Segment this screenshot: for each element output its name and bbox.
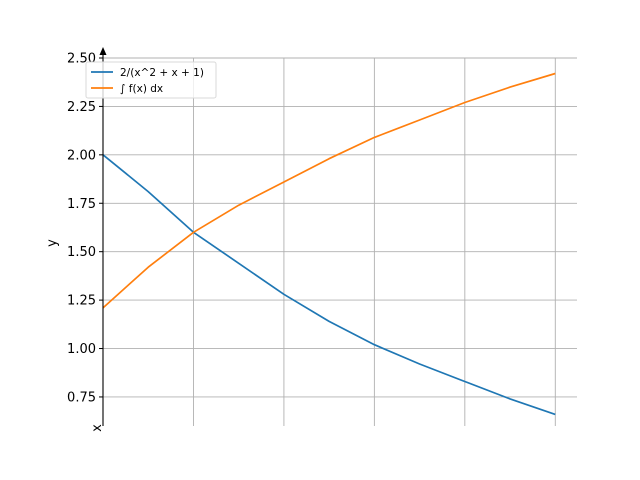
series-line-1 bbox=[102, 72, 556, 309]
legend-box bbox=[85, 61, 217, 99]
legend-entry-1: ∫ f(x) dx bbox=[120, 83, 163, 95]
y-tick-label-0: 0.75 bbox=[67, 390, 96, 405]
x-axis-label: x bbox=[90, 424, 105, 432]
y-tick-label-5: 2.00 bbox=[67, 148, 96, 163]
series-lines bbox=[102, 72, 556, 416]
axes bbox=[99, 47, 107, 426]
y-tick-label-2: 1.25 bbox=[67, 294, 96, 309]
y-ticks: 0.751.001.251.501.752.002.252.50 bbox=[67, 52, 103, 405]
y-axis-label: y bbox=[45, 239, 60, 247]
series-line-0 bbox=[102, 154, 556, 416]
y-tick-label-6: 2.25 bbox=[67, 100, 96, 115]
y-tick-label-1: 1.00 bbox=[67, 342, 96, 357]
y-tick-label-3: 1.50 bbox=[67, 245, 96, 260]
y-tick-label-4: 1.75 bbox=[67, 197, 96, 212]
y-axis-arrow-icon bbox=[99, 47, 107, 55]
legend-entry-0: 2/(x^2 + x + 1) bbox=[120, 67, 204, 79]
grid bbox=[103, 57, 577, 426]
legend: 2/(x^2 + x + 1) ∫ f(x) dx bbox=[85, 61, 217, 99]
